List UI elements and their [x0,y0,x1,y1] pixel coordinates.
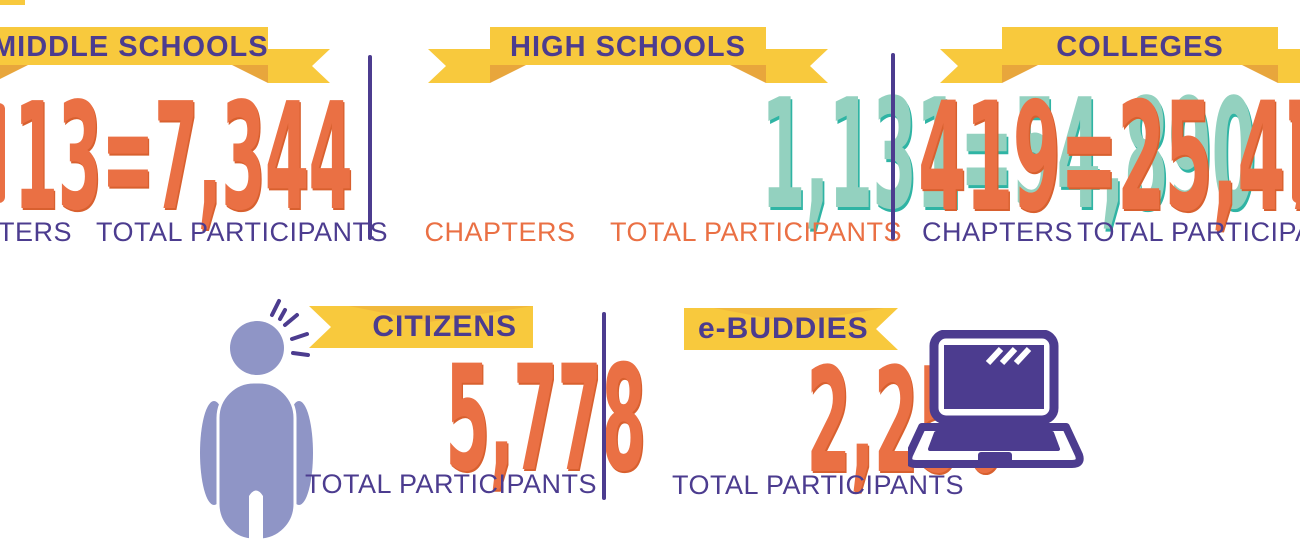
middle-schools-banner: MIDDLE SCHOOLS [0,27,330,99]
screen-glare [985,346,1032,366]
citizens-title: CITIZENS [372,310,517,343]
equals-sign: = [1059,71,1118,245]
e-buddies-title: e-BUDDIES [698,312,869,345]
citizens-banner: CITIZENS [309,306,533,348]
high-schools-participants-label: TOTAL PARTICIPANTS [610,217,903,247]
high-schools-chapters-label: CHAPTERS [424,217,576,247]
citizens-number: 5,778 [318,346,646,492]
high-schools-number: 1,131=54,890 [420,79,1256,231]
citizens-participants-label: TOTAL PARTICIPANTS [305,469,598,499]
colleges-participants-label: TOTAL PARTICIPANTS [1077,217,1300,247]
colleges-participants-value: 25,47 [1117,71,1300,245]
colleges-chapters-value: 419 [918,71,1061,245]
flag-banner-shape [309,306,533,348]
cropped-digit-stroke-right [1292,101,1300,203]
colleges-number: 419=25,47 [918,83,1300,233]
high-schools-banner: HIGH SCHOOLS [428,27,828,99]
ribbon-banner-shape [940,27,1300,83]
middle-schools-number: 13=7,344 [14,83,800,231]
person-icon [200,299,313,542]
e-buddies-participants-label: TOTAL PARTICIPANTS [672,470,965,500]
section-divider [602,312,606,500]
section-divider [891,53,895,240]
sparkle-lines [270,299,310,357]
equals-sign: = [959,66,1013,243]
section-divider [368,55,372,240]
colleges-title: COLLEGES [1056,31,1224,63]
equals-sign: = [101,71,154,243]
colleges-banner: COLLEGES [940,27,1300,99]
middle-schools-chapters-label: CHAPTERS [0,217,73,247]
high-schools-title: HIGH SCHOOLS [510,31,746,63]
high-schools-participants-value: 54,890 [1012,66,1256,243]
laptop-icon [908,330,1084,468]
flag-banner-shape [684,308,898,350]
middle-schools-title: MIDDLE SCHOOLS [0,31,269,63]
ribbon-banner-shape [0,27,330,83]
middle-schools-participants-label: TOTAL PARTICIPANTS [96,217,389,247]
colleges-chapters-label: CHAPTERS [921,217,1074,247]
e-buddies-banner: e-BUDDIES [684,308,898,350]
cropped-digit-stroke-left [0,103,5,203]
middle-schools-chapters-value: 13 [14,71,102,243]
ribbon-banner-shape [428,27,828,83]
citizens-participants-value: 5,778 [445,334,646,504]
middle-schools-participants-value: 7,344 [153,71,353,243]
high-schools-chapters-value: 1,131 [761,66,960,243]
cropped-banner-sliver [0,0,25,5]
